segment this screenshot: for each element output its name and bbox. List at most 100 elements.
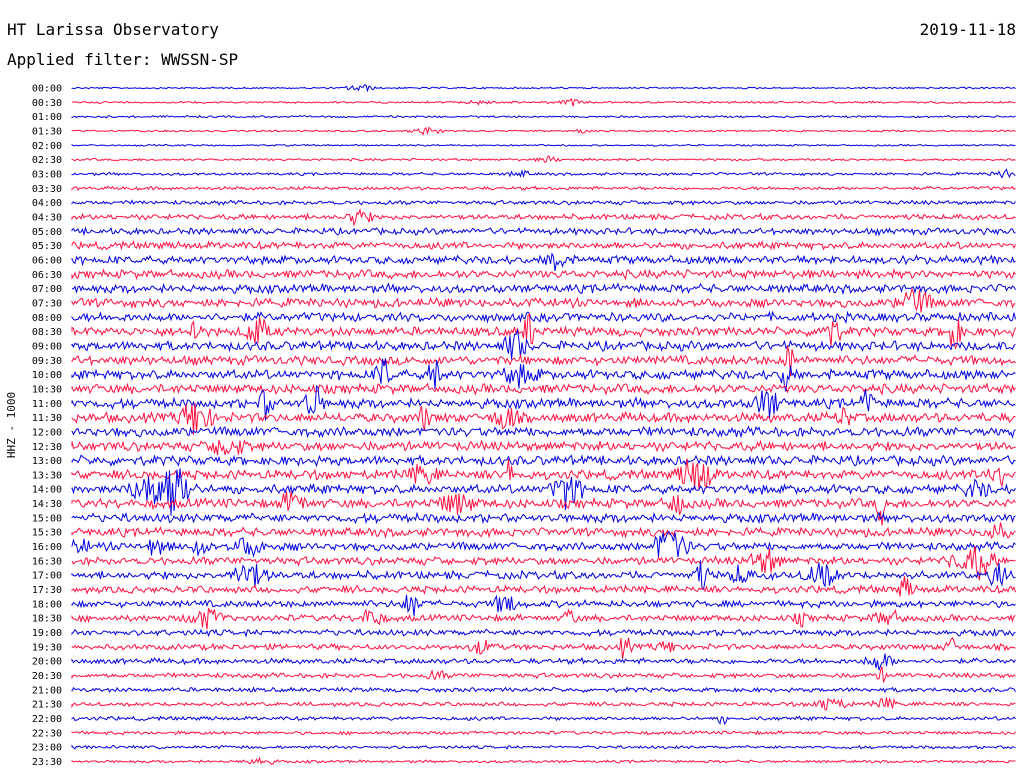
trace-line	[71, 143, 1016, 147]
trace-line	[71, 575, 1016, 597]
trace-line	[71, 199, 1016, 207]
row-time-label: 23:30	[32, 757, 62, 768]
trace-line	[71, 666, 1016, 683]
trace-line	[71, 715, 1016, 725]
row-time-label: 11:00	[32, 399, 62, 410]
row-time-label: 18:30	[32, 614, 62, 625]
row-time-label: 06:00	[32, 255, 62, 266]
row-time-label: 02:00	[32, 141, 62, 152]
trace-line	[71, 511, 1016, 525]
trace-line	[71, 628, 1016, 638]
row-time-label: 23:00	[32, 743, 62, 754]
trace-line	[71, 345, 1016, 377]
trace-line	[71, 453, 1016, 468]
trace-line	[71, 522, 1016, 540]
row-time-label: 12:00	[32, 427, 62, 438]
trace-line	[71, 310, 1016, 324]
trace-line	[71, 84, 1016, 93]
row-time-label: 10:00	[32, 370, 62, 381]
trace-line	[71, 239, 1016, 252]
row-time-label: 13:30	[32, 470, 62, 481]
row-time-label: 16:00	[32, 542, 62, 553]
row-time-label: 00:30	[32, 98, 62, 109]
trace-line	[71, 744, 1016, 750]
trace-line	[71, 126, 1016, 136]
trace-line	[71, 226, 1016, 237]
row-time-label: 19:00	[32, 628, 62, 639]
row-time-label: 22:00	[32, 714, 62, 725]
trace-line	[71, 686, 1016, 694]
row-time-label: 17:30	[32, 585, 62, 596]
trace-line	[71, 491, 1016, 526]
trace-line	[71, 530, 1016, 558]
trace-line	[71, 425, 1016, 439]
row-time-label: 14:00	[32, 485, 62, 496]
row-time-label: 11:30	[32, 413, 62, 424]
row-time-label: 00:00	[32, 84, 62, 95]
trace-line	[71, 402, 1016, 435]
trace-line	[71, 168, 1016, 179]
row-time-label: 04:00	[32, 198, 62, 209]
trace-line	[71, 468, 1016, 516]
row-time-label: 09:30	[32, 356, 62, 367]
row-time-label: 20:00	[32, 657, 62, 668]
row-time-label: 13:00	[32, 456, 62, 467]
trace-line	[71, 756, 1016, 765]
trace-line	[71, 653, 1016, 671]
trace-line	[71, 384, 1016, 421]
row-time-label: 05:00	[32, 227, 62, 238]
trace-line	[71, 313, 1016, 350]
row-time-label: 01:30	[32, 126, 62, 137]
row-time-label: 17:00	[32, 571, 62, 582]
trace-line	[71, 114, 1016, 119]
trace-line	[71, 267, 1016, 281]
row-time-label: 22:30	[32, 728, 62, 739]
row-time-label: 12:30	[32, 442, 62, 453]
trace-line	[71, 382, 1016, 396]
row-time-label: 16:30	[32, 556, 62, 567]
trace-line	[71, 252, 1016, 271]
row-time-label: 15:30	[32, 528, 62, 539]
trace-line	[71, 439, 1016, 456]
trace-line	[71, 97, 1016, 107]
row-time-label: 09:00	[32, 341, 62, 352]
trace-line	[71, 358, 1016, 392]
row-time-label: 07:00	[32, 284, 62, 295]
row-time-label: 02:30	[32, 155, 62, 166]
trace-line	[71, 607, 1016, 630]
row-time-label: 05:30	[32, 241, 62, 252]
trace-line	[71, 594, 1016, 616]
trace-rows: 00:00 00:30 01:00 01:30 02:00 02:30 03:00 03:30…	[32, 84, 1016, 768]
row-time-label: 20:30	[32, 671, 62, 682]
filter-label: Applied filter: WWSSN-SP	[7, 50, 239, 69]
trace-line	[71, 458, 1016, 491]
row-time-label: 08:30	[32, 327, 62, 338]
trace-line	[71, 560, 1016, 591]
row-time-label: 03:00	[32, 169, 62, 180]
row-time-label: 14:30	[32, 499, 62, 510]
row-time-label: 21:00	[32, 685, 62, 696]
row-time-label: 01:00	[32, 112, 62, 123]
trace-line	[71, 328, 1016, 360]
trace-line	[71, 637, 1016, 659]
trace-line	[71, 546, 1016, 581]
trace-line	[71, 155, 1016, 163]
trace-line	[71, 697, 1016, 711]
y-axis-label: HHZ - 1000	[5, 392, 18, 458]
row-time-label: 10:30	[32, 384, 62, 395]
trace-line	[71, 185, 1016, 191]
trace-line	[71, 208, 1016, 227]
row-time-label: 19:30	[32, 642, 62, 653]
row-time-label: 07:30	[32, 298, 62, 309]
row-time-label: 04:30	[32, 212, 62, 223]
record-date: 2019-11-18	[919, 20, 1016, 39]
trace-line	[71, 287, 1016, 313]
row-time-label: 06:30	[32, 270, 62, 281]
row-time-label: 21:30	[32, 700, 62, 711]
station-title: HT Larissa Observatory	[7, 20, 219, 39]
trace-line	[71, 282, 1016, 296]
row-time-label: 15:00	[32, 513, 62, 524]
row-time-label: 18:00	[32, 599, 62, 610]
row-time-label: 03:30	[32, 184, 62, 195]
